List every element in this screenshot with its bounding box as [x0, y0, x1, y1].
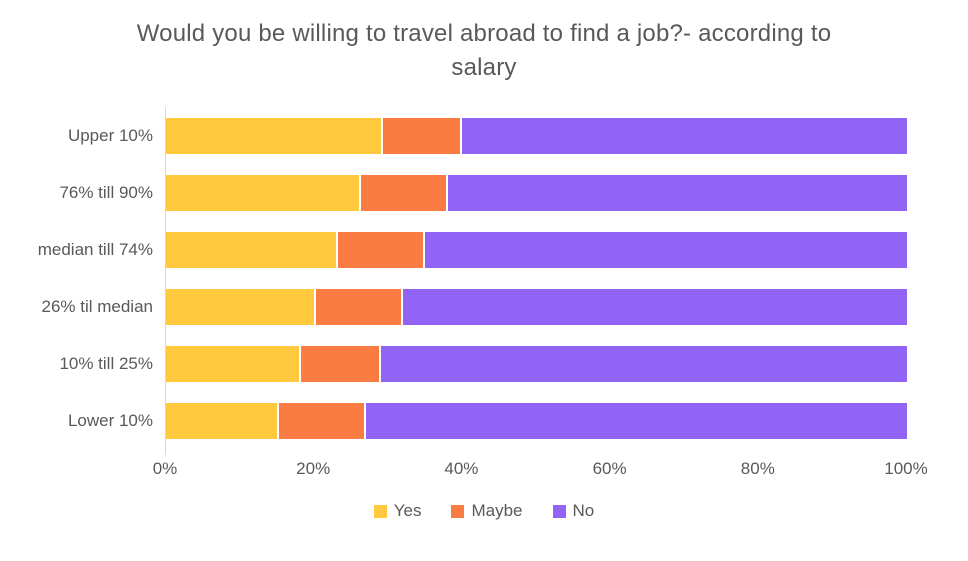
bar-segment-no: [366, 402, 907, 439]
bar-segment-no: [462, 117, 907, 154]
bar-track: [165, 278, 907, 336]
category-label: 26% til median: [41, 296, 153, 316]
x-tick-label: 60%: [592, 459, 627, 479]
bar-segment-maybe: [380, 117, 463, 154]
legend-label: Yes: [393, 501, 422, 521]
bar-row: Upper 10%: [0, 107, 968, 165]
category-label: 10% till 25%: [59, 353, 153, 373]
bar-row: 26% til median: [0, 278, 968, 336]
bar-segment-maybe: [336, 231, 426, 268]
bar-segment-no: [403, 288, 907, 325]
bar-segment-maybe: [314, 288, 404, 325]
bar-row: 10% till 25%: [0, 335, 968, 393]
bar-segment-yes: [166, 288, 315, 325]
category-label: median till 74%: [37, 239, 153, 259]
bar-segment-no: [425, 231, 907, 268]
category-label: 76% till 90%: [59, 182, 153, 202]
x-axis: 0% 20% 40% 60% 80% 100%: [153, 449, 928, 483]
bar-track: [165, 164, 907, 222]
x-tick-label: 80%: [740, 459, 775, 479]
bar-segment-maybe: [358, 174, 448, 211]
legend-swatch-icon: [552, 504, 566, 518]
bar-segment-yes: [166, 345, 300, 382]
bar-segment-no: [447, 174, 907, 211]
bar-row: Lower 10%: [0, 392, 968, 450]
category-label: Lower 10%: [67, 410, 153, 430]
legend: Yes Maybe No: [0, 501, 968, 521]
legend-item-maybe: Maybe: [451, 501, 523, 521]
bar-row: 76% till 90%: [0, 164, 968, 222]
x-tick-label: 0%: [152, 459, 178, 479]
bar-segment-yes: [166, 174, 359, 211]
bar-row: median till 74%: [0, 221, 968, 279]
bar-rows: Upper 10% 76% till 90% median till 74% 26% …: [0, 107, 968, 450]
bar-segment-yes: [166, 117, 381, 154]
bar-segment-no: [380, 345, 907, 382]
bar-track: [165, 335, 907, 393]
x-tick-label: 100%: [884, 459, 928, 479]
bar-track: [165, 221, 907, 279]
bar-segment-maybe: [277, 402, 367, 439]
bar-track: [165, 392, 907, 450]
legend-label: Maybe: [471, 501, 523, 521]
axis-stub: [165, 449, 166, 456]
chart-title: Would you be willing to travel abroad to…: [136, 20, 832, 82]
x-tick-label: 40%: [444, 459, 479, 479]
plot-area: Upper 10% 76% till 90% median till 74% 26% …: [0, 107, 968, 483]
legend-label: No: [572, 501, 595, 521]
legend-item-no: No: [552, 501, 595, 521]
bar-segment-yes: [166, 231, 337, 268]
bar-track: [165, 107, 907, 165]
legend-swatch-icon: [373, 504, 387, 518]
bar-segment-maybe: [299, 345, 381, 382]
legend-swatch-icon: [451, 504, 465, 518]
category-label: Upper 10%: [67, 125, 153, 145]
bar-segment-yes: [166, 402, 278, 439]
x-tick-label: 20%: [296, 459, 331, 479]
legend-item-yes: Yes: [373, 501, 422, 521]
